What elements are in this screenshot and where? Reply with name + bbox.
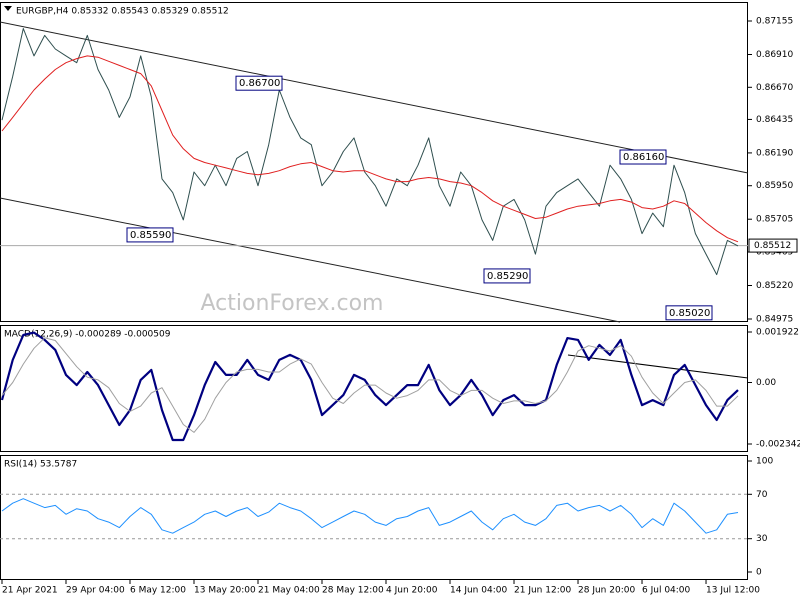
series-line (1, 28, 739, 276)
annotation-box (619, 149, 667, 165)
y-tick-label: 0.86190 (756, 148, 793, 158)
price-panel (0, 2, 748, 322)
x-tick-label: 21 Apr 2021 (2, 586, 58, 596)
channel-upper (0, 21, 749, 174)
y-tick-label: 0 (756, 568, 762, 578)
y-tick-label: 100 (756, 456, 773, 466)
annotation-label: 0.85290 (487, 271, 528, 282)
x-tick-label: 14 Jun 04:00 (450, 586, 507, 596)
y-tick-label: 30 (756, 534, 768, 544)
y-tick-label: 0.00 (756, 378, 776, 388)
y-tick-label: -0.002342 (756, 439, 800, 449)
panel-title: MACD(12,26,9) -0.000289 -0.000509 (4, 330, 171, 340)
x-tick-label: 29 Apr 04:00 (66, 586, 125, 596)
x-tick-label: 13 Jul 12:00 (706, 586, 760, 596)
macd-panel (0, 325, 748, 452)
y-tick-label: 70 (756, 490, 768, 500)
annotation-box (483, 268, 531, 284)
series-line (1, 498, 739, 534)
y-tick-label: 0.84975 (756, 314, 793, 324)
x-tick-label: 28 May 12:00 (322, 586, 384, 596)
annotation-label: 0.85020 (669, 308, 710, 319)
series-line (0, 331, 739, 442)
y-tick-label: 0.86670 (756, 83, 793, 93)
y-tick-label: 0.001922 (756, 328, 799, 338)
y-tick-label: 0.85220 (756, 281, 793, 291)
macd-trendline (567, 354, 749, 379)
menu-icon (4, 6, 12, 11)
annotation-label: 0.86160 (623, 152, 664, 163)
y-tick-label: 0.87155 (756, 17, 793, 27)
x-tick-label: 13 May 20:00 (194, 586, 256, 596)
annotation-box (235, 75, 283, 91)
x-tick-label: 21 Jun 12:00 (514, 586, 571, 596)
x-tick-label: 6 Jul 04:00 (642, 586, 691, 596)
last-price-box (748, 238, 798, 253)
y-tick-label: 0.85705 (756, 215, 793, 225)
x-tick-label: 6 May 12:00 (130, 586, 186, 596)
panel-title: RSI(14) 53.5787 (4, 460, 77, 470)
annotation-label: 0.86700 (239, 78, 280, 89)
series-line (1, 55, 739, 243)
y-tick-label: 0.86435 (756, 115, 793, 125)
annotation-box (665, 305, 713, 321)
annotation-label: 0.85590 (130, 230, 171, 241)
rsi-panel (0, 455, 748, 580)
y-tick-label: 0.85950 (756, 181, 793, 191)
x-tick-label: 28 Jun 20:00 (578, 586, 635, 596)
channel-lower (0, 197, 621, 323)
annotation-box (126, 227, 174, 243)
series-line (1, 337, 739, 433)
x-tick-label: 21 May 04:00 (258, 586, 320, 596)
y-tick-label: 0.86910 (756, 50, 793, 60)
watermark: ActionForex.com (201, 291, 384, 316)
last-price-label: 0.85512 (754, 241, 791, 251)
panel-title: EURGBP,H4 0.85332 0.85543 0.85329 0.8551… (16, 7, 229, 17)
x-tick-label: 4 Jun 20:00 (386, 586, 438, 596)
